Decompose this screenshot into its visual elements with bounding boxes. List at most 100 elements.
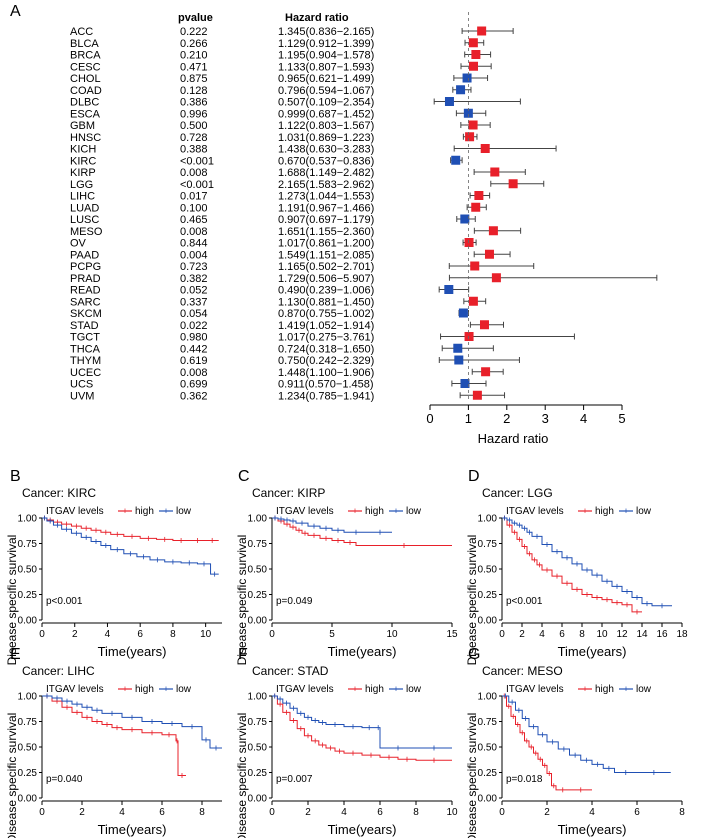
- km-legend-low-mark: +: [393, 506, 398, 516]
- km-legend-low-mark: +: [393, 684, 398, 694]
- km-x-axis-title: Time(years): [558, 644, 627, 659]
- km-panels: Cancer: KIRC Disease specific survival Tim…: [5, 486, 688, 838]
- hazard-ratio-point: [458, 308, 468, 318]
- pvalue-cell: 0.362: [180, 390, 208, 402]
- km-x-tick-label: 5: [329, 629, 335, 640]
- hazard-ratio-point: [464, 332, 474, 341]
- forest-plot: 0 1 2 3 4 5: [426, 12, 658, 426]
- km-x-tick-label: 4: [119, 807, 125, 818]
- km-y-tick-label: 0.00: [18, 616, 38, 627]
- hazard-ratio-point: [444, 285, 454, 294]
- cancer-label: UCS: [70, 379, 93, 391]
- km-legend-low-label: low: [176, 506, 192, 517]
- km-y-tick-label: 0.00: [478, 616, 498, 627]
- km-title: Cancer: LGG: [482, 486, 553, 500]
- hazard-ratio-cell: 1.729(0.506−5.907): [278, 273, 374, 285]
- km-curve-high: [502, 517, 642, 613]
- km-curve-low: [502, 695, 671, 773]
- km-x-tick-label: 0: [39, 629, 45, 640]
- hazard-ratio-cell: 1.130(0.881−1.450): [278, 296, 374, 308]
- km-title: Cancer: MESO: [482, 664, 563, 678]
- km-y-axis-title: Disease specific survival: [5, 535, 19, 666]
- pvalue-cell: 0.128: [180, 85, 208, 97]
- km-pvalue: p=0.018: [506, 774, 543, 785]
- hazard-ratio-cell: 1.651(1.155−2.360): [278, 226, 374, 238]
- km-y-tick-label: 0.50: [248, 565, 268, 576]
- km-x-axis-title: Time(years): [328, 822, 397, 837]
- km-title: Cancer: KIRC: [22, 486, 96, 500]
- hazard-ratio-cell: 1.234(0.785−1.941): [278, 390, 374, 402]
- km-legend-high-mark: +: [582, 506, 587, 516]
- km-legend-high-label: high: [365, 506, 384, 517]
- km-x-tick-label: 8: [199, 807, 205, 818]
- hazard-ratio-cell: 1.122(0.803−1.567): [278, 120, 374, 132]
- forest-x-tick-label: 3: [542, 411, 549, 426]
- cancer-label: SARC: [70, 296, 101, 308]
- cancer-label: HNSC: [70, 132, 101, 144]
- pvalue-header: pvalue: [178, 12, 213, 24]
- hazard-ratio-point: [474, 191, 484, 200]
- km-pvalue: p<0.001: [46, 596, 83, 607]
- cancer-label: KIRP: [70, 167, 96, 179]
- km-x-tick-label: 0: [269, 807, 275, 818]
- km-legend-high-mark: +: [582, 684, 587, 694]
- hazard-ratio-point: [454, 355, 464, 365]
- km-title: Cancer: STAD: [252, 664, 329, 678]
- hazard-ratio-cell: 1.165(0.502−2.701): [278, 261, 374, 273]
- km-pvalue: p=0.040: [46, 774, 83, 785]
- km-x-tick-label: 4: [341, 807, 347, 818]
- km-x-tick-label: 18: [676, 629, 688, 640]
- hazard-ratio-cell: 1.273(1.044−1.553): [278, 191, 374, 203]
- km-legend-high-mark: +: [352, 506, 357, 516]
- km-curve-low: [272, 695, 452, 749]
- cancer-label: CESC: [70, 61, 101, 73]
- km-x-tick-label: 6: [377, 807, 383, 818]
- km-legend-title: ITGAV levels: [46, 506, 104, 517]
- hazard-ratio-point: [453, 343, 463, 353]
- km-y-tick-label: 1.00: [18, 514, 38, 525]
- km-x-tick-label: 8: [579, 629, 585, 640]
- km-pvalue: p=0.049: [276, 596, 313, 607]
- panel-label-g: G: [468, 646, 480, 663]
- pvalue-cell: <0.001: [180, 155, 214, 167]
- km-x-axis-title: Time(years): [328, 644, 397, 659]
- cancer-label: STAD: [70, 320, 99, 332]
- km-y-axis-title: Disease specific survival: [235, 713, 249, 838]
- km-x-tick-label: 2: [79, 807, 85, 818]
- km-legend-high-label: high: [135, 684, 154, 695]
- forest-x-tick-label: 4: [580, 411, 587, 426]
- pvalue-cell: 0.008: [180, 226, 208, 238]
- km-legend-title: ITGAV levels: [276, 684, 334, 695]
- km-legend-low-mark: +: [163, 684, 168, 694]
- km-legend-low-label: low: [176, 684, 192, 695]
- pvalue-cell: 0.222: [180, 26, 208, 38]
- km-title: Cancer: LIHC: [22, 664, 95, 678]
- km-y-tick-label: 0.00: [248, 794, 268, 805]
- hazard-ratio-cell: 0.670(0.537−0.836): [278, 155, 374, 167]
- hazard-ratio-point: [484, 249, 494, 259]
- km-title: Cancer: KIRP: [252, 486, 325, 500]
- km-legend-high-label: high: [595, 506, 614, 517]
- km-x-tick-label: 4: [589, 807, 595, 818]
- hazard-ratio-point: [460, 214, 470, 224]
- pvalue-cell: 0.017: [180, 191, 208, 203]
- km-x-tick-label: 0: [269, 629, 275, 640]
- hazard-ratio-cell: 1.688(1.149−2.482): [278, 167, 374, 179]
- km-y-tick-label: 0.00: [18, 794, 38, 805]
- pvalue-cell: 0.619: [180, 355, 208, 367]
- cancer-label: MESO: [70, 226, 103, 238]
- cancer-label: THYM: [70, 355, 101, 367]
- cancer-label: LUSC: [70, 214, 99, 226]
- km-x-tick-label: 0: [499, 629, 505, 640]
- hazard-ratio-point: [465, 132, 475, 142]
- km-y-tick-label: 0.75: [248, 717, 268, 728]
- cancer-label: GBM: [70, 120, 95, 132]
- km-y-tick-label: 0.25: [18, 590, 38, 601]
- hazard-ratio-cell: 0.796(0.594−1.067): [278, 85, 374, 97]
- km-x-tick-label: 2: [544, 807, 550, 818]
- km-x-tick-label: 10: [386, 629, 398, 640]
- pvalue-cell: 0.388: [180, 144, 208, 156]
- hazard-ratio-cell: 0.911(0.570−1.458): [278, 379, 374, 391]
- km-curve-low: [272, 517, 392, 533]
- hazard-ratio-cell: 1.133(0.807−1.593): [278, 61, 374, 73]
